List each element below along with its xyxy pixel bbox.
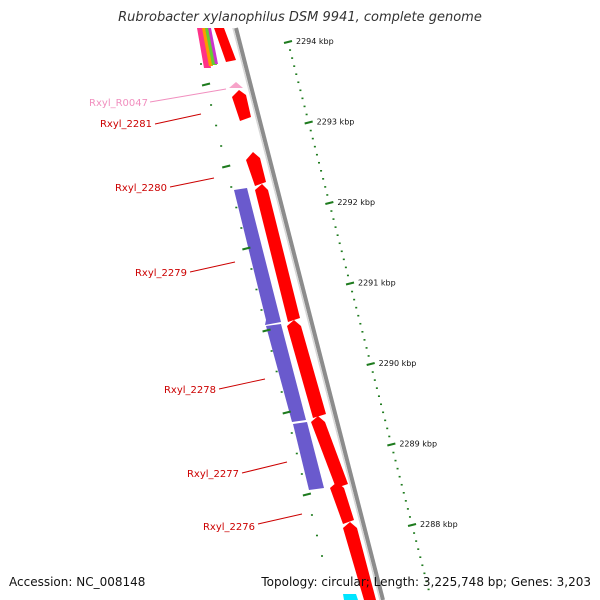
- gene-label-rxyl-2281: Rxyl_2281: [100, 119, 152, 130]
- bottom-gene-fragment: [343, 594, 358, 600]
- leader-rxyl-2276: [257, 513, 303, 525]
- leader-rxyl-r0047: [149, 88, 227, 103]
- outer-tick-track: [283, 40, 430, 591]
- gene-label-rxyl-2276: Rxyl_2276: [203, 522, 255, 533]
- gene-arrow-rxyl-r0047: [229, 82, 243, 88]
- scale-major-tick: [304, 120, 313, 125]
- scale-major-tick: [325, 201, 334, 205]
- gene-label-rxyl-2278: Rxyl_2278: [164, 385, 216, 396]
- gene-arrow-rxyl-2279: [255, 184, 300, 322]
- gene-arrow-reverse-1: [234, 188, 281, 325]
- inner-tick: [242, 246, 251, 251]
- gene-arrow-rxyl-2277: [311, 416, 348, 488]
- scale-major-tick: [345, 281, 355, 286]
- scale-tick-label: 2294 kbp: [296, 37, 334, 46]
- scale-tick-label: 2288 kbp: [420, 520, 458, 529]
- gene-label-rxyl-2277: Rxyl_2277: [187, 469, 239, 480]
- gene-arrow-reverse-2: [266, 324, 306, 422]
- scale-labels: 2294 kbp 2293 kbp 2292 kbp 2291 kbp 2290 kbp…: [296, 37, 458, 529]
- leader-rxyl-2280: [169, 177, 215, 188]
- gene-arrow-rxyl-2275: [343, 522, 376, 600]
- inner-tick: [282, 410, 291, 415]
- scale-major-tick: [366, 362, 375, 366]
- inner-tick: [201, 82, 211, 87]
- accession-text: Accession: NC_008148: [9, 575, 146, 589]
- leader-rxyl-2279: [189, 261, 236, 273]
- leader-rxyl-2281: [154, 113, 202, 125]
- gene-label-rxyl-r0047: Rxyl_R0047: [89, 98, 148, 109]
- gene-arrow-rxyl-2278: [287, 320, 326, 418]
- scale-tick-label: 2291 kbp: [358, 279, 396, 288]
- inner-tick: [262, 328, 271, 333]
- scale-tick-label: 2289 kbp: [399, 440, 437, 449]
- gene-arrow-rxyl-2281: [232, 90, 251, 121]
- inner-tick: [221, 164, 231, 169]
- gene-arrow-rxyl-2276: [330, 482, 354, 524]
- forward-genes: [229, 82, 376, 600]
- scale-major-tick: [407, 523, 417, 527]
- gene-arrow-reverse-3: [293, 422, 324, 490]
- scale-major-tick: [387, 442, 396, 447]
- reverse-genes: [234, 188, 324, 490]
- map-title: Rubrobacter xylanophilus DSM 9941, compl…: [118, 10, 482, 25]
- leader-rxyl-2278: [218, 378, 266, 390]
- scale-tick-label: 2293 kbp: [317, 118, 355, 127]
- gene-label-rxyl-2280: Rxyl_2280: [115, 183, 167, 194]
- gene-label-rxyl-2279: Rxyl_2279: [135, 268, 187, 279]
- inner-tick-track: [200, 63, 324, 557]
- genome-summary-text: Topology: circular; Length: 3,225,748 bp…: [261, 575, 591, 589]
- gene-labels: Rxyl_R0047 Rxyl_2281 Rxyl_2280 Rxyl_2279…: [89, 88, 303, 533]
- scale-tick-label: 2290 kbp: [379, 359, 417, 368]
- scale-major-tick: [283, 40, 293, 44]
- inner-tick: [302, 492, 312, 497]
- top-gene-fragment: [197, 28, 236, 68]
- backbone-highlight: [232, 27, 381, 600]
- backbone-line: [234, 27, 385, 600]
- leader-rxyl-2277: [241, 461, 288, 474]
- gene-arrow-rxyl-2280: [246, 152, 266, 186]
- scale-tick-label: 2292 kbp: [337, 198, 375, 207]
